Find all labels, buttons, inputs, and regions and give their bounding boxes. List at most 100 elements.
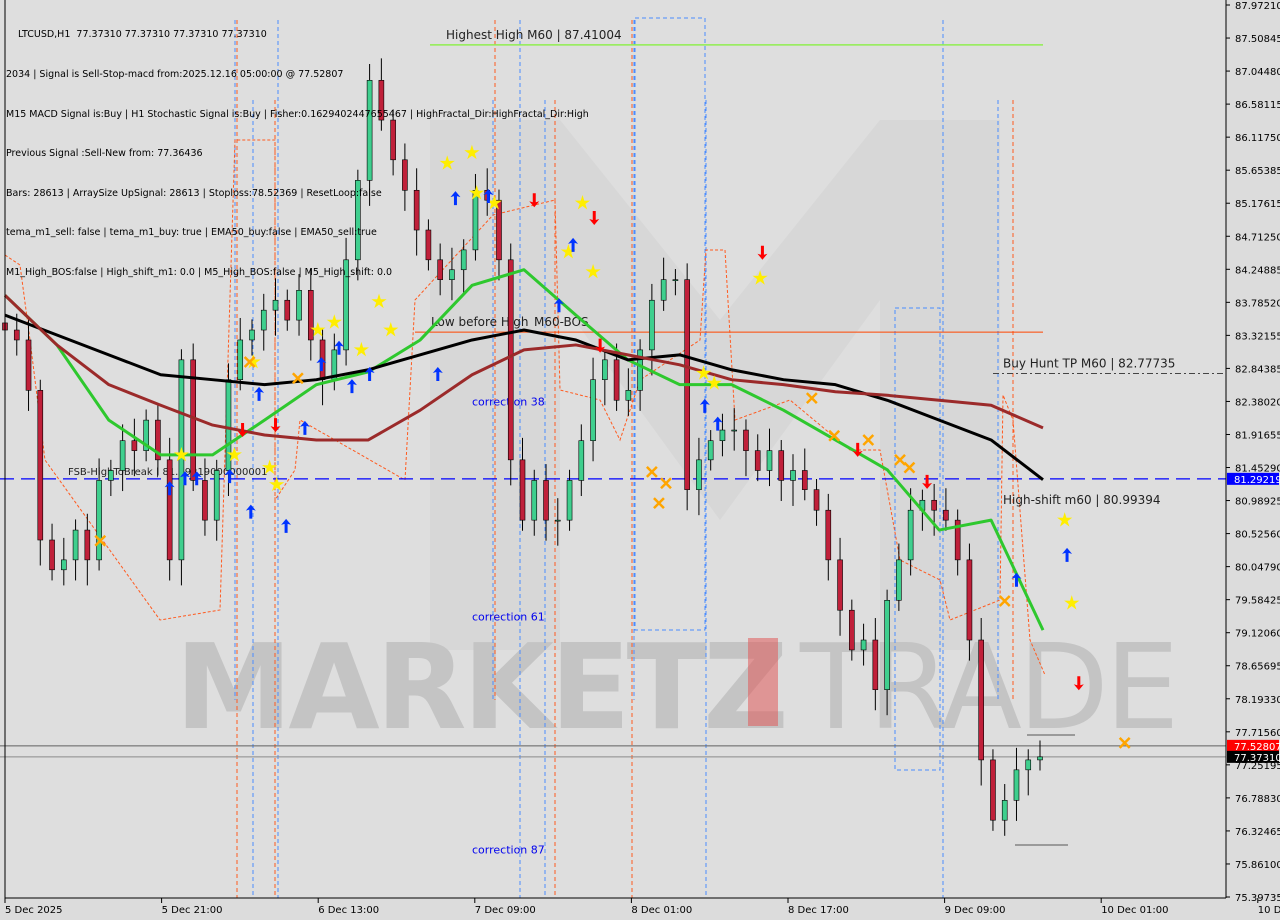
candle-body xyxy=(978,639,984,761)
up-arrow-icon xyxy=(483,188,494,203)
candle xyxy=(602,349,608,406)
y-tick-label: 80.52560 xyxy=(1235,530,1280,541)
candle-body xyxy=(272,299,279,311)
candle xyxy=(378,58,385,131)
up-arrow-icon xyxy=(364,367,375,382)
cross-signal-icon xyxy=(291,372,304,385)
candle-body xyxy=(84,529,91,561)
candle-body xyxy=(884,600,890,690)
y-tick-label: 81.45290 xyxy=(1235,464,1280,475)
candle xyxy=(554,498,561,546)
candle xyxy=(907,488,914,576)
candle-body xyxy=(108,470,114,481)
candle-body xyxy=(990,759,996,821)
candle-body xyxy=(178,359,185,561)
highest-high-label: Highest High M60 | 87.41004 xyxy=(446,28,622,42)
candle xyxy=(119,424,126,492)
candle xyxy=(355,169,361,281)
candle-body xyxy=(119,440,126,471)
candle xyxy=(343,237,349,366)
candle xyxy=(566,469,573,531)
candle-body xyxy=(378,80,385,121)
candle xyxy=(37,379,44,566)
candle-body xyxy=(366,80,373,181)
y-tick-label: 87.04480 xyxy=(1235,67,1280,78)
candle-body xyxy=(672,279,679,281)
candle xyxy=(1001,784,1008,836)
candle-body xyxy=(72,529,79,561)
up-arrow-icon xyxy=(245,504,256,519)
candle-body xyxy=(543,480,549,521)
candle-body xyxy=(249,329,255,341)
candle xyxy=(1013,747,1020,821)
candle-body xyxy=(872,639,879,690)
candle-body xyxy=(307,290,314,341)
x-tick-label: 10 Dec 01:00 xyxy=(1101,905,1168,916)
high-shift-label: High-shift m60 | 80.99394 xyxy=(1003,493,1161,507)
y-tick-label: 83.32155 xyxy=(1235,331,1280,342)
up-arrow-icon xyxy=(699,398,710,413)
price-tag-ask xyxy=(1227,739,1279,752)
star-signal-icon xyxy=(383,322,399,337)
candle xyxy=(402,143,408,211)
candle-body xyxy=(731,429,738,432)
candle-body xyxy=(13,329,20,341)
candle xyxy=(249,319,255,356)
candle xyxy=(425,219,432,271)
up-arrow-icon xyxy=(334,340,345,355)
y-tick-label: 78.19330 xyxy=(1235,695,1280,706)
star-signal-icon xyxy=(326,314,342,329)
candle xyxy=(237,317,244,391)
info-panel: LTCUSD,H1 77.37310 77.37310 77.37310 77.… xyxy=(6,2,589,292)
candle xyxy=(837,537,843,636)
star-signal-icon xyxy=(706,375,722,390)
candle xyxy=(954,509,961,576)
cross-signal-icon xyxy=(243,356,256,368)
correction-label: correction 87 xyxy=(472,843,545,856)
candle-body xyxy=(355,180,361,261)
candle xyxy=(143,409,149,462)
candle-body xyxy=(166,459,173,561)
candle-body xyxy=(707,440,714,461)
candle xyxy=(766,428,773,487)
watermark-accent xyxy=(748,638,778,726)
candle-body xyxy=(966,559,973,641)
candle xyxy=(307,268,314,361)
star-signal-icon xyxy=(245,353,261,369)
star-signal-icon xyxy=(262,459,278,475)
channel-box xyxy=(634,17,706,631)
down-arrow-icon xyxy=(922,474,933,489)
info-line: M1_High_BOS:false | High_shift_m1: 0.0 |… xyxy=(6,266,393,278)
candle-body xyxy=(131,440,138,451)
candle-body xyxy=(1025,759,1032,771)
candle xyxy=(637,339,643,411)
candle xyxy=(155,403,161,476)
cross-signal-icon xyxy=(645,466,658,478)
candle xyxy=(578,424,585,497)
candle xyxy=(61,537,67,586)
price-tag-fsb-high-to-break xyxy=(1227,472,1279,485)
candle xyxy=(296,273,302,336)
candle-body xyxy=(907,509,914,561)
correction-label: correction 61 xyxy=(472,611,545,624)
down-arrow-icon xyxy=(595,338,606,353)
x-tick-label: 5 Dec 2025 xyxy=(5,905,63,916)
candle xyxy=(213,459,220,541)
price-tag-label: 77.52807 xyxy=(1234,742,1280,753)
candle xyxy=(625,368,632,416)
x-tick-label: 10 Dec 17:00 xyxy=(1258,905,1280,916)
down-arrow-icon xyxy=(757,245,768,260)
candle xyxy=(825,493,832,581)
y-tick-label: 79.12060 xyxy=(1235,629,1280,640)
down-arrow-icon xyxy=(1073,676,1084,691)
candle xyxy=(731,408,738,451)
candle-body xyxy=(766,450,773,471)
cross-signal-icon xyxy=(94,534,107,547)
info-line: 2034 | Signal is Sell-Stop-macd from:202… xyxy=(6,69,344,80)
candle xyxy=(449,247,455,301)
candle xyxy=(496,189,502,281)
y-tick-label: 87.50845 xyxy=(1235,34,1280,45)
y-tick-label: 77.25195 xyxy=(1235,761,1280,772)
buy-hunt-tp-label: Buy Hunt TP M60 | 82.77735 xyxy=(1003,356,1175,370)
